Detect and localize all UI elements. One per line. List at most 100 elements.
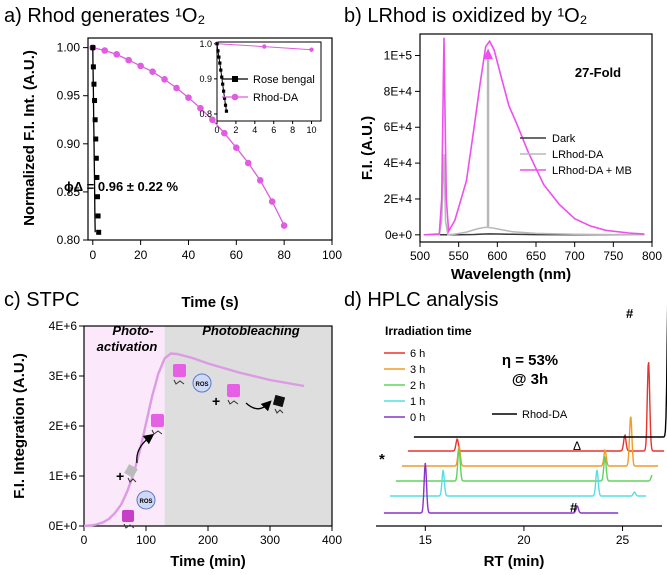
rhod-da-point xyxy=(125,56,132,64)
panel-d-xtick-label: 25 xyxy=(616,533,630,547)
panel-a-xtick-label: 100 xyxy=(322,248,342,262)
panel-b-ytick-label: 8E+4 xyxy=(384,84,413,98)
panel-c-xlabel: Time (min) xyxy=(170,553,246,570)
inset-rose-bengal-point xyxy=(223,103,228,107)
panel-a-axes-frame xyxy=(87,37,333,241)
rhod-da-point xyxy=(173,84,180,92)
panel-b-xtick-label: 500 xyxy=(410,249,430,263)
rose-bengal-point xyxy=(95,213,101,219)
panel-b-ylabel: F.I. (A.U.) xyxy=(359,116,376,180)
hplc-trace xyxy=(383,462,619,514)
plus-sign: + xyxy=(116,468,124,484)
panel-d-xtick-label: 15 xyxy=(419,533,433,547)
hash-mark-top: # xyxy=(626,306,634,321)
panel-c-ytick-label: 1E+6 xyxy=(49,469,78,483)
bleached-product-icon xyxy=(272,394,286,408)
panel-a-xtick-label: 0 xyxy=(89,248,96,262)
rhod-da-point xyxy=(185,94,192,101)
panel-c: c) STPC 0 100 200 300 400 0E+0 1E+6 2E+6 3E+6 4E+… xyxy=(4,289,342,570)
panel-c-xtick-label: 400 xyxy=(322,533,342,547)
rhod-da-point xyxy=(233,144,240,151)
inset-xtick-label: 10 xyxy=(307,125,317,135)
panel-a-ytick-label: 0.90 xyxy=(57,137,81,151)
panel-b-ytick-label: 6E+4 xyxy=(384,120,413,134)
legend-label-1: 3 h xyxy=(410,364,425,376)
panel-c-ylabel: F.I. Integration (A.U.) xyxy=(11,353,28,499)
panel-a-ytick-label: 0.80 xyxy=(57,233,81,247)
panel-d-xtick-label: 20 xyxy=(517,533,531,547)
stpc-curve xyxy=(83,352,305,528)
active-probe-icon-2 xyxy=(173,364,186,377)
legend-rhod-da-label: Rhod-DA xyxy=(253,92,299,104)
bleaching-arrow xyxy=(245,400,272,412)
probe-molecule-icon xyxy=(122,510,134,522)
panel-a-xtick-label: 20 xyxy=(134,248,148,262)
panel-c-title: c) STPC xyxy=(4,289,80,311)
legend-rose-bengal-label: Rose bengal xyxy=(253,74,315,86)
rhod-da-point xyxy=(197,104,204,112)
rose-bengal-point xyxy=(94,194,100,200)
panel-b-xlabel: Wavelength (nm) xyxy=(451,266,571,283)
panel-c-ytick-label: 2E+6 xyxy=(49,419,78,433)
activation-arrow xyxy=(136,433,155,464)
rhod-da-point xyxy=(161,76,168,83)
legend-rhod-da-marker xyxy=(231,93,239,101)
panel-d: d) HPLC analysis 15 20 25 6 h 3 h 2 h 1 h 0 h Rh… xyxy=(344,289,667,570)
legend-label-rhod-da: Rhod-DA xyxy=(522,409,568,421)
hplc-trace xyxy=(401,416,659,467)
rose-bengal-point xyxy=(93,136,99,142)
panel-c-xtick-label: 200 xyxy=(198,533,218,547)
inset-xtick-label: 0 xyxy=(214,125,219,135)
legend-label-2: LRhod-DA + MB xyxy=(552,165,632,177)
legend-label-0: 6 h xyxy=(410,348,425,360)
active-probe-icon-3 xyxy=(227,384,240,397)
panel-b-xtick-label: 550 xyxy=(449,249,469,263)
panel-c-xtick-label: 0 xyxy=(81,533,88,547)
rhod-da-point xyxy=(268,198,276,205)
panel-a-xtick-label: 60 xyxy=(230,248,244,262)
inset-ytick-label: 0.8 xyxy=(199,109,212,119)
rhod-da-point xyxy=(256,177,264,184)
hplc-trace xyxy=(389,469,647,497)
panel-b-ytick-label: 1E+5 xyxy=(384,49,413,63)
ros-burst-icon: ROS xyxy=(136,490,156,510)
inset-rose-bengal-point xyxy=(217,55,221,59)
photobleaching-region xyxy=(164,326,332,526)
panel-b-plot-area: 500 550 600 650 700 750 800 0e+0 2E+4 4E+4 6E+4 8E+… xyxy=(384,33,662,263)
inset-rose-bengal-point xyxy=(215,42,219,46)
rose-bengal-point xyxy=(90,45,96,51)
hplc-trace xyxy=(395,446,653,482)
panel-b-ytick-label: 2E+4 xyxy=(384,192,413,206)
rhod-da-point xyxy=(280,222,288,229)
rhod-da-point xyxy=(113,51,121,58)
panel-c-ytick-label: 0E+0 xyxy=(49,519,78,533)
rose-bengal-point xyxy=(96,229,102,235)
inset-ytick-label: 0.9 xyxy=(199,74,212,84)
panel-a: a) Rhod generates ¹O₂ 0 20 40 60 80 1000.800.… xyxy=(4,5,342,311)
rose-bengal-point xyxy=(94,174,100,180)
panel-b-ytick-label: 4E+4 xyxy=(384,156,413,170)
panel-a-ytick-label: 0.85 xyxy=(57,185,81,199)
rhod-da-point xyxy=(149,68,156,75)
panel-c-xtick-label: 100 xyxy=(136,533,156,547)
svg-text:ROS: ROS xyxy=(195,382,208,388)
panel-c-ytick-label: 4E+6 xyxy=(49,319,78,333)
delta-mark: Δ xyxy=(573,439,581,453)
inset-rose-bengal-point xyxy=(220,75,224,79)
inset-rose-bengal-point xyxy=(224,109,229,113)
panel-d-title: d) HPLC analysis xyxy=(344,289,499,311)
inset-xtick-label: 4 xyxy=(252,125,257,135)
panel-d-plot-area: 15 20 25 6 h 3 h 2 h 1 h 0 h Rhod-DA xyxy=(376,304,667,547)
panel-d-xlabel: RT (min) xyxy=(484,553,545,570)
panel-c-plot-area: 0 100 200 300 400 0E+0 1E+6 2E+6 3E+6 4E+6 xyxy=(49,319,343,547)
inset-xtick-label: 2 xyxy=(233,125,238,135)
rose-bengal-point xyxy=(92,98,98,104)
panel-a-inset: 0 2 4 6 8 10 0.8 0.9 1.0 Rose bengal Rhod-DA xyxy=(199,39,322,135)
activated-probe-icon xyxy=(151,414,164,427)
stpc-schematic: ROS + ROS + xyxy=(116,364,286,529)
panel-c-region2-label: Photobleaching xyxy=(202,323,300,338)
rose-bengal-point xyxy=(90,64,96,70)
rose-bengal-point xyxy=(93,155,99,161)
panel-b-fold-label: 27-Fold xyxy=(575,65,621,80)
hash-mark-bottom: # xyxy=(570,500,578,515)
